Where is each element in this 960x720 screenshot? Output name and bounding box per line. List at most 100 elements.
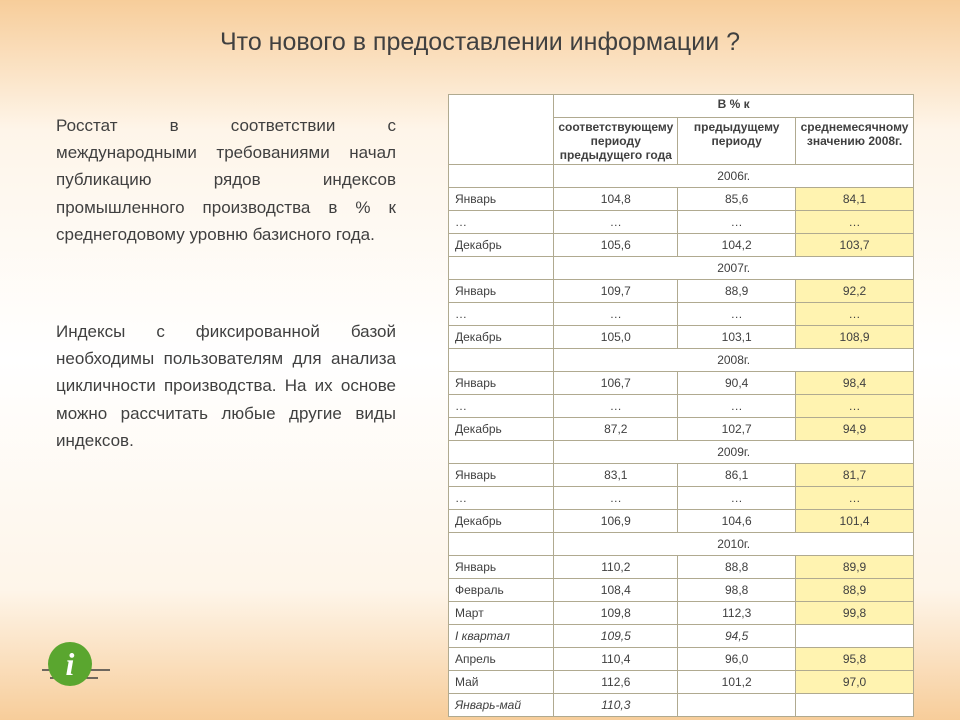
table-row: Декабрь87,2102,794,9 — [449, 418, 914, 441]
table-row: Апрель110,496,095,8 — [449, 648, 914, 671]
table-cell: 101,2 — [678, 671, 796, 694]
table-cell: 97,0 — [796, 671, 914, 694]
table-cell: … — [678, 211, 796, 234]
table-year-row: 2009г. — [449, 441, 914, 464]
table-cell — [796, 694, 914, 717]
table-cell: 112,6 — [554, 671, 678, 694]
table-row: Январь110,288,889,9 — [449, 556, 914, 579]
table-row-label: … — [449, 395, 554, 418]
table-cell — [796, 625, 914, 648]
table-row: Декабрь106,9104,6101,4 — [449, 510, 914, 533]
table-year-cell: 2007г. — [554, 257, 914, 280]
table-row-label: Январь — [449, 372, 554, 395]
table-cell: 109,7 — [554, 280, 678, 303]
table-cell: 81,7 — [796, 464, 914, 487]
table-year-cell: 2008г. — [554, 349, 914, 372]
table-row-label: … — [449, 487, 554, 510]
table-cell: … — [796, 303, 914, 326]
table-cell: 108,9 — [796, 326, 914, 349]
table-cell: 104,6 — [678, 510, 796, 533]
table-row-label: … — [449, 303, 554, 326]
table-year-row: 2007г. — [449, 257, 914, 280]
table-year-label-cell — [449, 349, 554, 372]
table-cell: … — [678, 303, 796, 326]
table-row-label: Апрель — [449, 648, 554, 671]
table-cell: 85,6 — [678, 188, 796, 211]
table-row-label: Январь — [449, 464, 554, 487]
table-cell: 105,6 — [554, 234, 678, 257]
table-cell — [678, 694, 796, 717]
table-row-label: I квартал — [449, 625, 554, 648]
table-cell: 112,3 — [678, 602, 796, 625]
table-cell: … — [796, 395, 914, 418]
table-cell: … — [554, 395, 678, 418]
table-cell: 106,7 — [554, 372, 678, 395]
table-row-label: Декабрь — [449, 234, 554, 257]
table-cell: … — [796, 487, 914, 510]
table-row: Февраль108,498,888,9 — [449, 579, 914, 602]
table-cell: 101,4 — [796, 510, 914, 533]
table-row: ………… — [449, 487, 914, 510]
table-cell: 110,3 — [554, 694, 678, 717]
table-cell: 90,4 — [678, 372, 796, 395]
table-super-header: В % к — [554, 95, 914, 118]
table-year-row: 2008г. — [449, 349, 914, 372]
table-row-label: Январь — [449, 280, 554, 303]
table-cell: 109,8 — [554, 602, 678, 625]
table-cell: … — [678, 487, 796, 510]
table-row: Декабрь105,0103,1108,9 — [449, 326, 914, 349]
table-year-row: 2006г. — [449, 165, 914, 188]
table-cell: … — [554, 487, 678, 510]
table-row: Декабрь105,6104,2103,7 — [449, 234, 914, 257]
table-cell: 95,8 — [796, 648, 914, 671]
table-cell: 84,1 — [796, 188, 914, 211]
table-cell: 94,9 — [796, 418, 914, 441]
index-table: В % к соответствующему периоду предыдуще… — [448, 94, 914, 717]
table-row-label: Декабрь — [449, 326, 554, 349]
table-year-cell: 2010г. — [554, 533, 914, 556]
table-cell: 92,2 — [796, 280, 914, 303]
body-text: Росстат в соответствии с международными … — [56, 112, 396, 524]
table-year-cell: 2006г. — [554, 165, 914, 188]
table-cell: 83,1 — [554, 464, 678, 487]
table-row: Январь106,790,498,4 — [449, 372, 914, 395]
slide: Что нового в предоставлении информации ?… — [0, 0, 960, 720]
paragraph-1: Росстат в соответствии с международными … — [56, 112, 396, 248]
col-header-2: предыдущему периоду — [678, 118, 796, 165]
table-year-label-cell — [449, 441, 554, 464]
table-cell: … — [554, 211, 678, 234]
table-cell: 86,1 — [678, 464, 796, 487]
table-cell: 103,7 — [796, 234, 914, 257]
table-cell: 98,8 — [678, 579, 796, 602]
table-row: I квартал109,594,5 — [449, 625, 914, 648]
table-row: ………… — [449, 395, 914, 418]
table-cell: 88,9 — [678, 280, 796, 303]
table-cell: 99,8 — [796, 602, 914, 625]
table-cell: 105,0 — [554, 326, 678, 349]
col-header-1: соответствующему периоду предыдущего год… — [554, 118, 678, 165]
table-row: Январь-май110,3 — [449, 694, 914, 717]
table-cell: … — [796, 211, 914, 234]
table-row: Январь83,186,181,7 — [449, 464, 914, 487]
table-cell: 109,5 — [554, 625, 678, 648]
table-row-label: Январь — [449, 188, 554, 211]
table-cell: 108,4 — [554, 579, 678, 602]
table-row-label: Март — [449, 602, 554, 625]
table-row-label: Январь-май — [449, 694, 554, 717]
table-cell: 94,5 — [678, 625, 796, 648]
table-year-label-cell — [449, 257, 554, 280]
table-row-label: Февраль — [449, 579, 554, 602]
table-row: ………… — [449, 211, 914, 234]
info-icon: i — [40, 634, 112, 698]
table-row: Март109,8112,399,8 — [449, 602, 914, 625]
table-year-cell: 2009г. — [554, 441, 914, 464]
table-cell: 102,7 — [678, 418, 796, 441]
table-cell: … — [554, 303, 678, 326]
table-cell: 89,9 — [796, 556, 914, 579]
table-corner — [449, 95, 554, 165]
table-year-label-cell — [449, 165, 554, 188]
table-cell: 103,1 — [678, 326, 796, 349]
table-cell: 87,2 — [554, 418, 678, 441]
table-row-label: Май — [449, 671, 554, 694]
table-row: ………… — [449, 303, 914, 326]
